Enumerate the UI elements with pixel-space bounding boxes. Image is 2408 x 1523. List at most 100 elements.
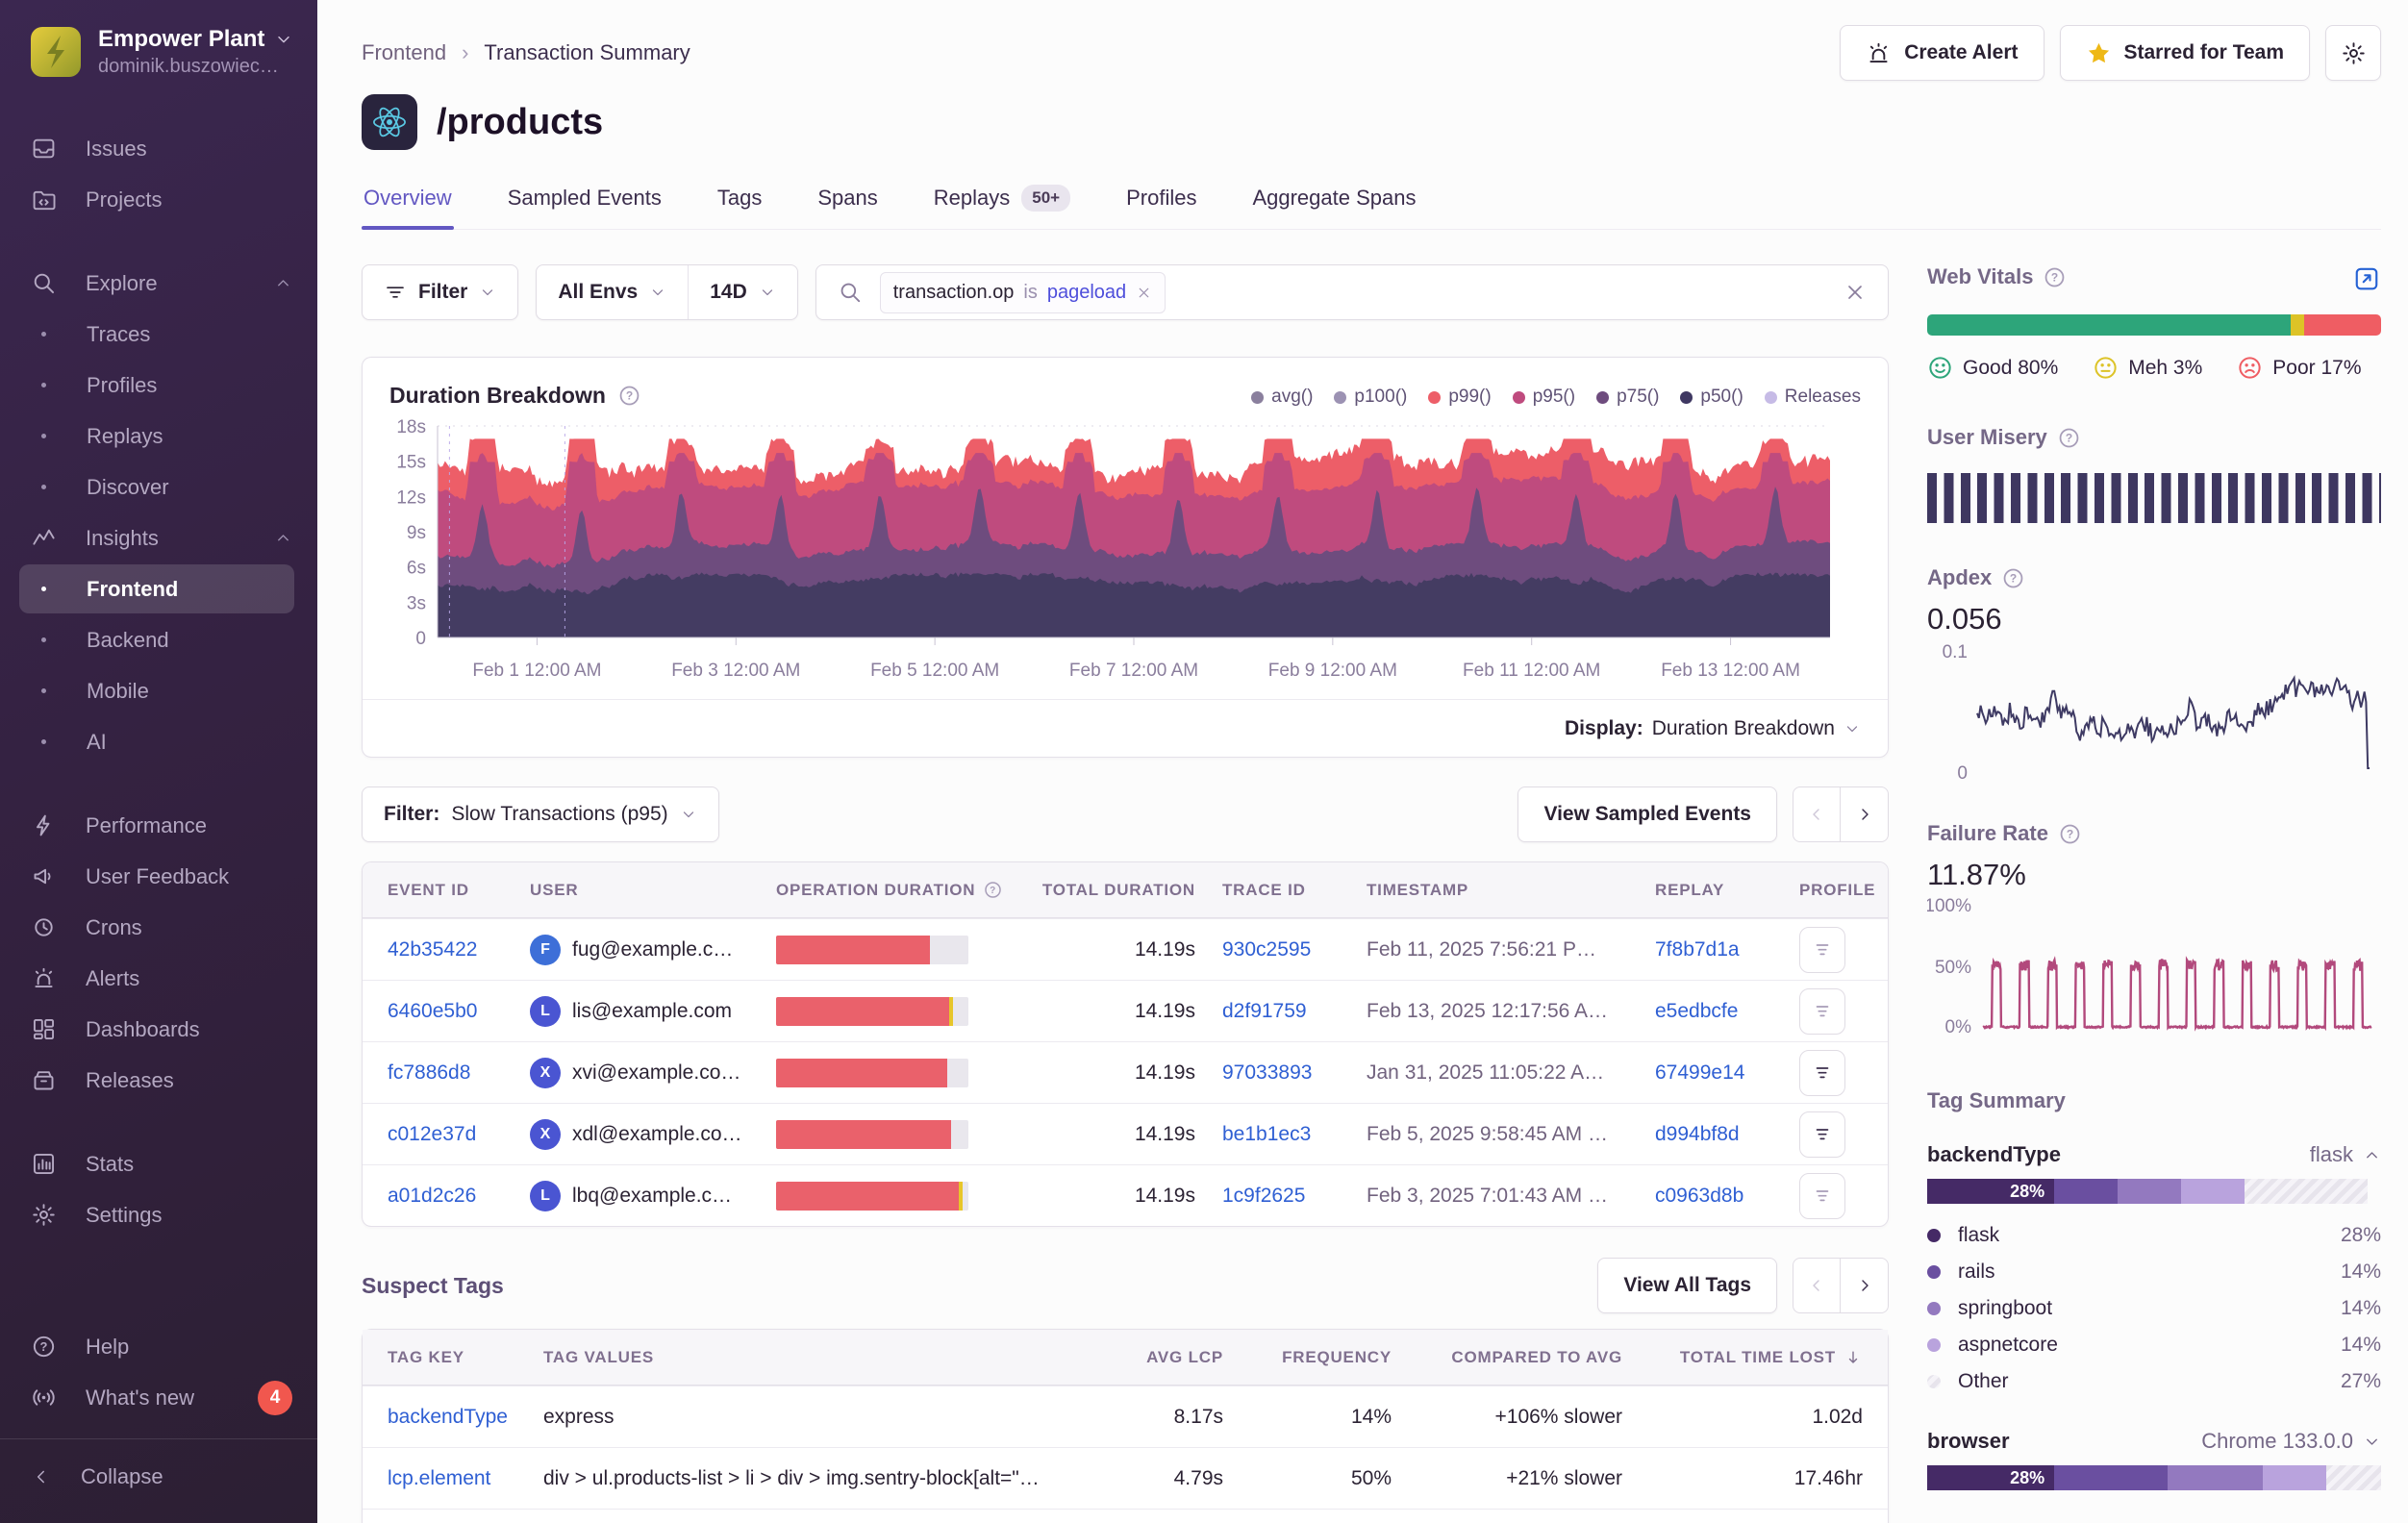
tag-value-dropdown[interactable]: Chrome bbox=[2278, 1519, 2381, 1523]
prev-page-button[interactable] bbox=[1793, 1258, 1841, 1313]
sidebar-item-projects[interactable]: Projects bbox=[0, 174, 317, 225]
trace-id-link[interactable]: 1c9f2625 bbox=[1222, 1184, 1306, 1207]
list-item[interactable]: Other 27% bbox=[1927, 1363, 2381, 1400]
sidebar-item-mobile[interactable]: Mobile bbox=[0, 665, 317, 716]
profile-button[interactable] bbox=[1799, 987, 1845, 1035]
legend-item[interactable]: p95() bbox=[1512, 387, 1575, 408]
tag-key-link[interactable]: lcp.element bbox=[388, 1466, 491, 1489]
legend-item[interactable]: p99() bbox=[1428, 387, 1492, 408]
event-id-link[interactable]: fc7886d8 bbox=[388, 1061, 471, 1084]
column-header[interactable]: PROFILE bbox=[1799, 880, 1876, 899]
tab-profiles[interactable]: Profiles bbox=[1124, 177, 1198, 229]
display-value[interactable]: Duration Breakdown bbox=[1651, 716, 1835, 739]
period-dropdown[interactable]: 14D bbox=[688, 265, 797, 319]
settings-button[interactable] bbox=[2325, 25, 2381, 81]
sidebar-item-crons[interactable]: Crons bbox=[0, 902, 317, 953]
trace-id-link[interactable]: be1b1ec3 bbox=[1222, 1122, 1312, 1145]
sidebar-item-whats-new[interactable]: What's new 4 bbox=[0, 1372, 317, 1423]
replay-link[interactable]: d994bf8d bbox=[1655, 1122, 1740, 1145]
event-id-link[interactable]: c012e37d bbox=[388, 1122, 477, 1145]
legend-item[interactable]: p50() bbox=[1680, 387, 1743, 408]
list-item[interactable]: springboot 14% bbox=[1927, 1290, 2381, 1327]
list-item[interactable]: rails 14% bbox=[1927, 1254, 2381, 1290]
sidebar-item-discover[interactable]: Discover bbox=[0, 462, 317, 512]
sidebar-item-dashboards[interactable]: Dashboards bbox=[0, 1004, 317, 1055]
sidebar-group-explore[interactable]: Explore bbox=[0, 258, 317, 309]
sidebar-item-frontend[interactable]: Frontend bbox=[0, 563, 317, 614]
event-id-link[interactable]: a01d2c26 bbox=[388, 1184, 477, 1207]
profile-button[interactable] bbox=[1799, 1111, 1845, 1158]
profile-button[interactable] bbox=[1799, 1172, 1845, 1219]
breadcrumb-parent[interactable]: Frontend bbox=[362, 40, 447, 64]
tag-value-dropdown[interactable]: Chrome 133.0.0 bbox=[2201, 1429, 2381, 1454]
list-item[interactable]: flask 28% bbox=[1927, 1217, 2381, 1254]
remove-token-icon[interactable] bbox=[1136, 285, 1152, 301]
events-filter-dropdown[interactable]: Filter: Slow Transactions (p95) bbox=[362, 786, 719, 842]
column-header[interactable]: TIMESTAMP bbox=[1367, 880, 1469, 899]
sidebar-group-insights[interactable]: Insights bbox=[0, 512, 317, 563]
tab-replays[interactable]: Replays 50+ bbox=[932, 177, 1072, 229]
create-alert-button[interactable]: Create Alert bbox=[1840, 25, 2044, 81]
sidebar-item-ai[interactable]: AI bbox=[0, 716, 317, 767]
view-all-tags-button[interactable]: View All Tags bbox=[1597, 1258, 1777, 1313]
column-header[interactable]: TOTAL DURATION bbox=[1041, 880, 1195, 899]
next-page-button[interactable] bbox=[1841, 786, 1889, 842]
profile-button[interactable] bbox=[1799, 926, 1845, 973]
sidebar-item-backend[interactable]: Backend bbox=[0, 614, 317, 665]
sidebar-item-releases[interactable]: Releases bbox=[0, 1055, 317, 1106]
sidebar-item-alerts[interactable]: Alerts bbox=[0, 953, 317, 1004]
trace-id-link[interactable]: d2f91759 bbox=[1222, 999, 1307, 1022]
environment-dropdown[interactable]: All Envs bbox=[537, 265, 688, 319]
sidebar-item-stats[interactable]: Stats bbox=[0, 1138, 317, 1189]
sidebar-item-user-feedback[interactable]: User Feedback bbox=[0, 851, 317, 902]
clear-search-icon[interactable] bbox=[1844, 281, 1867, 304]
tab-aggregate-spans[interactable]: Aggregate Spans bbox=[1250, 177, 1417, 229]
legend-item[interactable]: avg() bbox=[1251, 387, 1313, 408]
column-header[interactable]: TAG VALUES bbox=[543, 1347, 655, 1366]
sidebar-item-issues[interactable]: Issues bbox=[0, 123, 317, 174]
column-header[interactable]: AVG LCP bbox=[1146, 1347, 1223, 1366]
legend-item[interactable]: Releases bbox=[1764, 387, 1861, 408]
external-link-icon[interactable] bbox=[2352, 264, 2381, 293]
prev-page-button[interactable] bbox=[1793, 786, 1841, 842]
trace-id-link[interactable]: 930c2595 bbox=[1222, 937, 1312, 961]
tag-value-dropdown[interactable]: flask bbox=[2310, 1142, 2381, 1167]
tag-key-link[interactable]: backendType bbox=[388, 1405, 508, 1428]
replay-link[interactable]: 67499e14 bbox=[1655, 1061, 1745, 1084]
view-sampled-events-button[interactable]: View Sampled Events bbox=[1518, 786, 1777, 842]
column-header[interactable]: USER bbox=[530, 880, 579, 899]
starred-for-team-button[interactable]: Starred for Team bbox=[2059, 25, 2310, 81]
sidebar-item-replays[interactable]: Replays bbox=[0, 411, 317, 462]
tag-distribution-bar[interactable]: 28% bbox=[1927, 1465, 2381, 1490]
column-header[interactable]: FREQUENCY bbox=[1282, 1347, 1392, 1366]
next-page-button[interactable] bbox=[1841, 1258, 1889, 1313]
legend-item[interactable]: p100() bbox=[1334, 387, 1407, 408]
tab-tags[interactable]: Tags bbox=[715, 177, 764, 229]
tab-overview[interactable]: Overview bbox=[362, 177, 454, 230]
column-header[interactable]: OPERATION DURATION bbox=[776, 880, 1018, 900]
column-header[interactable]: COMPARED TO AVG bbox=[1451, 1347, 1622, 1366]
sidebar-item-profiles[interactable]: Profiles bbox=[0, 360, 317, 411]
legend-item[interactable]: p75() bbox=[1596, 387, 1659, 408]
filter-dropdown[interactable]: Filter bbox=[362, 264, 519, 320]
tab-sampled-events[interactable]: Sampled Events bbox=[506, 177, 664, 229]
trace-id-link[interactable]: 97033893 bbox=[1222, 1061, 1313, 1084]
sidebar-item-settings[interactable]: Settings bbox=[0, 1189, 317, 1240]
profile-button[interactable] bbox=[1799, 1049, 1845, 1096]
duration-breakdown-chart[interactable]: 18s 15s 12s 9s 6s 3s 0 Feb 1 12:00 AM Feb 3 12:0… bbox=[376, 414, 1847, 699]
event-id-link[interactable]: 42b35422 bbox=[388, 937, 478, 961]
event-id-link[interactable]: 6460e5b0 bbox=[388, 999, 478, 1022]
org-switcher[interactable]: Empower Plant dominik.buszowiec… bbox=[0, 25, 317, 79]
replay-link[interactable]: e5edbcfe bbox=[1655, 999, 1739, 1022]
sidebar-collapse-button[interactable]: Collapse bbox=[0, 1451, 317, 1502]
column-header[interactable]: TAG KEY bbox=[388, 1347, 464, 1366]
column-header[interactable]: REPLAY bbox=[1655, 880, 1725, 899]
sidebar-item-help[interactable]: Help bbox=[0, 1321, 317, 1372]
replay-link[interactable]: c0963d8b bbox=[1655, 1184, 1744, 1207]
column-header[interactable]: EVENT ID bbox=[388, 880, 469, 899]
list-item[interactable]: aspnetcore 14% bbox=[1927, 1327, 2381, 1363]
search-token[interactable]: transaction.op is pageload bbox=[879, 271, 1166, 313]
sidebar-item-traces[interactable]: Traces bbox=[0, 309, 317, 360]
tab-spans[interactable]: Spans bbox=[815, 177, 879, 229]
replay-link[interactable]: 7f8b7d1a bbox=[1655, 937, 1740, 961]
